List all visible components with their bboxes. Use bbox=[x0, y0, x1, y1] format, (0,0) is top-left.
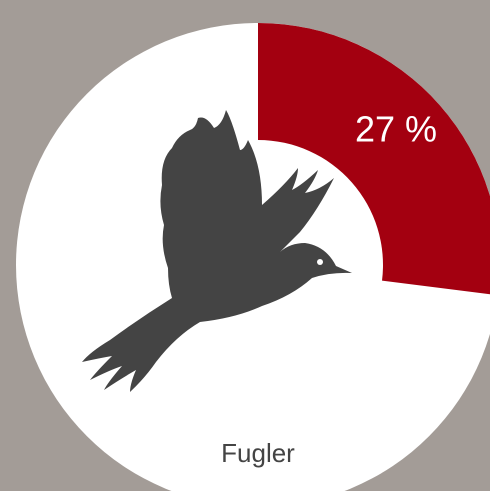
value-label: 27 % bbox=[355, 109, 437, 150]
bird-icon bbox=[82, 110, 352, 392]
donut-segment bbox=[258, 23, 490, 295]
marks bbox=[258, 23, 490, 295]
bird-eye bbox=[317, 259, 323, 265]
category-label: Fugler bbox=[221, 438, 295, 468]
